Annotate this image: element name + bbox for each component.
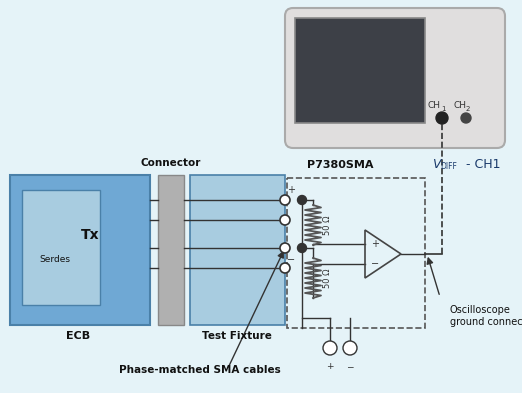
- Text: −: −: [287, 255, 295, 265]
- Text: DIFF: DIFF: [440, 162, 457, 171]
- Circle shape: [280, 215, 290, 225]
- Circle shape: [436, 112, 448, 124]
- Circle shape: [280, 195, 290, 205]
- Text: P7380SMA: P7380SMA: [307, 160, 373, 170]
- Circle shape: [280, 263, 290, 273]
- Text: Phase-matched SMA cables: Phase-matched SMA cables: [119, 365, 281, 375]
- Text: CH: CH: [428, 101, 441, 110]
- Text: +: +: [371, 239, 379, 249]
- Text: Oscilloscope
ground connection: Oscilloscope ground connection: [450, 305, 522, 327]
- Circle shape: [298, 244, 306, 252]
- Text: - CH1: - CH1: [462, 158, 501, 171]
- Text: Tx: Tx: [81, 228, 99, 242]
- Circle shape: [280, 243, 290, 253]
- FancyBboxPatch shape: [285, 8, 505, 148]
- Bar: [10, 175, 150, 325]
- Circle shape: [323, 341, 337, 355]
- Text: −: −: [371, 259, 379, 269]
- Text: CH: CH: [453, 101, 466, 110]
- Text: +: +: [326, 362, 334, 371]
- Text: 2: 2: [466, 106, 470, 112]
- Text: ECB: ECB: [66, 331, 90, 341]
- Text: 50 Ω: 50 Ω: [323, 268, 331, 288]
- Text: Connector: Connector: [141, 158, 201, 168]
- Bar: [190, 175, 285, 325]
- Bar: [22, 190, 100, 305]
- Text: 50 Ω: 50 Ω: [323, 215, 331, 235]
- Text: Test Fixture: Test Fixture: [202, 331, 272, 341]
- Text: V: V: [432, 158, 441, 171]
- Text: +: +: [287, 185, 295, 195]
- Text: −: −: [346, 362, 354, 371]
- Text: 1: 1: [441, 106, 445, 112]
- Circle shape: [343, 341, 357, 355]
- Bar: [295, 18, 425, 123]
- Bar: [287, 178, 425, 328]
- Bar: [158, 175, 184, 325]
- Text: Serdes: Serdes: [40, 255, 70, 264]
- Circle shape: [298, 195, 306, 204]
- Circle shape: [461, 113, 471, 123]
